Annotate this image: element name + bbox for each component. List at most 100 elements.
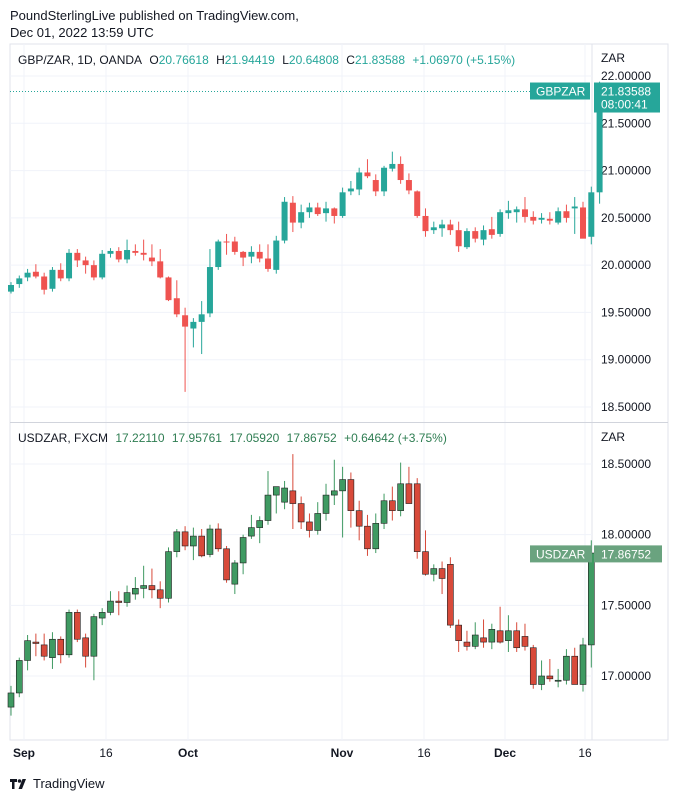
candle-body [124, 250, 131, 260]
candle-body [223, 241, 230, 243]
candle-body [74, 612, 81, 640]
candle-body [455, 624, 462, 641]
price-tag-value: 17.86752 [601, 547, 651, 561]
candle-body [488, 629, 496, 643]
candles-gbpzar [8, 81, 603, 392]
legend-high-value: 17.95761 [171, 431, 222, 445]
candle-body [314, 207, 321, 215]
candle-body [438, 568, 446, 579]
candle-body [497, 212, 504, 234]
candle-body [331, 490, 338, 496]
candle-body [148, 257, 155, 262]
candle-body [140, 585, 147, 589]
candle-body [381, 167, 388, 192]
y-tick-label: 22.00000 [601, 69, 651, 83]
legend-low-value: 17.05920 [229, 431, 280, 445]
candle-body [231, 562, 239, 585]
candle-body [49, 638, 56, 658]
candle-body [32, 271, 39, 277]
candle-body [405, 180, 412, 191]
legend-change: +1.06970 (+5.15%) [412, 53, 516, 67]
y-tick-label: 19.50000 [601, 305, 651, 319]
candle-body [364, 525, 371, 550]
charts-canvas[interactable]: 18.50000 19.00000 19.50000 20.00000 20.50000… [0, 0, 679, 770]
price-tag-usdzar [594, 545, 662, 563]
candle-body [480, 230, 487, 240]
candle-body [397, 483, 404, 511]
candle-body [289, 202, 296, 223]
candle-body [571, 206, 578, 209]
candle-body [264, 258, 271, 269]
candle-body [198, 535, 205, 557]
candle-body [190, 535, 197, 547]
candle-body [165, 277, 172, 301]
candle-body [32, 641, 40, 644]
candle-body [314, 513, 322, 531]
candle-body [372, 523, 380, 550]
candle-body [206, 267, 213, 314]
legend-usdzar: USDZAR, FXCM 17.22110 17.95761 17.05920 … [18, 431, 451, 445]
candle-body [554, 679, 562, 682]
candle-body [447, 564, 454, 626]
candle-body [49, 269, 56, 289]
candle-body [90, 616, 98, 657]
candle-body [571, 655, 579, 685]
candle-body [24, 272, 31, 278]
footer: TradingView [10, 776, 105, 791]
candle-body [140, 252, 147, 255]
symbol-tag-label: USDZAR [536, 547, 586, 561]
candle-body [472, 231, 479, 239]
candle-body [281, 487, 288, 503]
legend-close-value: 21.83588 [354, 53, 406, 67]
candle-body [587, 552, 595, 646]
candle-body [256, 251, 263, 259]
candle-body [447, 224, 454, 231]
candle-body [380, 500, 388, 524]
candle-body [297, 503, 305, 523]
candle-body [115, 250, 122, 260]
candle-body [347, 479, 355, 511]
legend-symbol: USDZAR, FXCM [18, 431, 108, 445]
candle-body [66, 252, 73, 279]
candle-body [82, 260, 89, 266]
candle-body [430, 568, 438, 575]
candle-body [148, 585, 156, 591]
candle-body [439, 224, 446, 229]
candle-body [99, 253, 106, 278]
candle-body [239, 537, 247, 564]
candle-body [463, 641, 471, 647]
candle-body [580, 207, 587, 239]
legend-change: +0.64642 (+3.75%) [344, 431, 447, 445]
y-tick-label: 18.00000 [601, 528, 651, 542]
candle-body [240, 251, 247, 258]
y-tick-label: 21.50000 [601, 116, 651, 130]
candles-usdzar [7, 454, 595, 716]
legend-close: C21.83588 [346, 53, 406, 67]
symbol-tag-label: GBPZAR [536, 85, 586, 99]
candle-body [272, 486, 280, 496]
candle-body [430, 227, 437, 231]
candle-body [82, 637, 89, 657]
candle-body [356, 172, 363, 190]
candle-body [555, 211, 562, 223]
candle-body [223, 548, 230, 581]
candle-body [521, 209, 528, 217]
candle-body [347, 188, 354, 192]
candle-body [157, 261, 164, 278]
candle-body [397, 163, 404, 181]
x-tick-label: 16 [99, 746, 113, 760]
x-tick-label: 16 [417, 746, 431, 760]
candle-body [322, 494, 330, 514]
candle-body [513, 630, 520, 649]
candle-body [214, 528, 222, 550]
candle-body [339, 479, 346, 492]
candle-body [115, 600, 123, 603]
footer-brand: TradingView [33, 776, 105, 791]
candle-body [65, 612, 73, 656]
candle-body [165, 551, 172, 599]
symbol-tag-gbpzar [530, 82, 590, 100]
candle-body [8, 285, 14, 292]
axis-currency-label: ZAR [601, 51, 625, 65]
candle-body [74, 252, 81, 261]
candle-body [389, 500, 396, 511]
